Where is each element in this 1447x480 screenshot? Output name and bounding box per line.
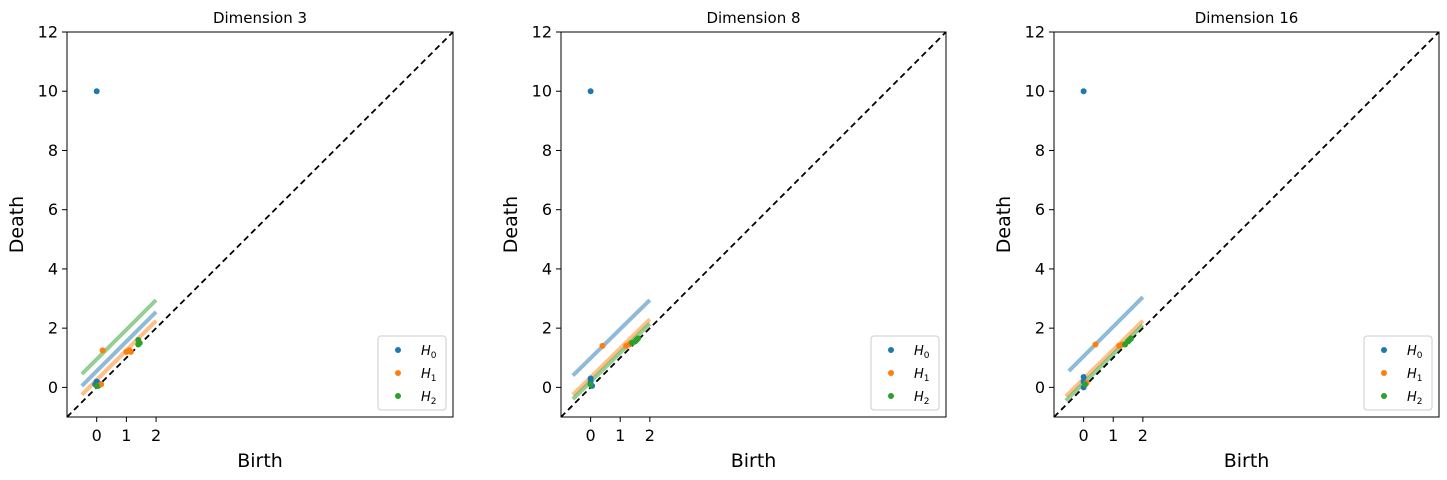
point-h2: [629, 339, 636, 346]
plot-area: [561, 32, 946, 417]
legend-marker-h1: [888, 370, 894, 376]
y-tick-label: 8: [48, 141, 58, 160]
plot-area: [1054, 32, 1439, 417]
x-tick-label: 1: [615, 426, 625, 445]
point-h2: [93, 382, 100, 389]
legend-label-h1: H1: [421, 367, 437, 384]
legend-label-h0: H0: [1407, 344, 1423, 361]
axes-frame: [66, 31, 454, 418]
confidence-band-h1: [1064, 319, 1145, 398]
legend-marker-h2: [395, 393, 401, 399]
point-h1: [1092, 341, 1099, 348]
legend-marker-h1: [395, 370, 401, 376]
y-tick-label: 8: [1035, 141, 1045, 160]
point-h2: [587, 381, 594, 388]
point-h1: [127, 348, 134, 355]
x-tick-label: 0: [586, 426, 596, 445]
y-tick-label: 10: [532, 82, 552, 101]
y-tick-label: 6: [1035, 200, 1045, 219]
legend-box: [1363, 335, 1433, 411]
point-h1: [599, 342, 606, 349]
point-h1: [99, 347, 106, 354]
legend: H0 H1 H2: [377, 335, 447, 411]
point-h2: [1082, 381, 1089, 388]
x-axis-label: Birth: [731, 450, 777, 472]
legend-label-h1: H1: [1407, 367, 1423, 384]
point-h0: [1080, 88, 1087, 95]
legend-label-h1: H1: [914, 367, 930, 384]
x-tick-label: 2: [151, 426, 161, 445]
y-tick-label: 0: [48, 378, 58, 397]
x-axis-label: Birth: [1224, 450, 1270, 472]
legend-marker-h2: [1381, 393, 1387, 399]
y-tick-label: 0: [1035, 378, 1045, 397]
x-tick-label: 1: [1108, 426, 1118, 445]
y-axis-label: Death: [993, 196, 1015, 253]
chart-title: Dimension 16: [1195, 9, 1299, 27]
y-tick-label: 6: [48, 200, 58, 219]
plot-area: [67, 32, 453, 417]
y-tick-label: 12: [1025, 23, 1045, 42]
chart-title: Dimension 3: [213, 9, 307, 27]
axes-frame: [1053, 31, 1440, 418]
legend-box: [377, 335, 447, 411]
legend-label-h0: H0: [914, 344, 930, 361]
x-tick-label: 2: [1138, 426, 1148, 445]
y-tick-label: 2: [48, 319, 58, 338]
confidence-band-h0: [80, 310, 158, 388]
point-h0: [93, 88, 100, 95]
point-h0: [587, 88, 594, 95]
y-tick-label: 4: [542, 259, 552, 278]
y-tick-label: 4: [1035, 259, 1045, 278]
y-axis-label: Death: [500, 196, 522, 253]
x-axis-label: Birth: [237, 450, 283, 472]
diagonal-line: [1054, 32, 1439, 417]
legend-label-h2: H2: [421, 390, 437, 407]
y-tick-label: 2: [1035, 319, 1045, 338]
legend: H0 H1 H2: [870, 335, 940, 411]
y-tick-label: 4: [48, 259, 58, 278]
y-tick-label: 2: [542, 319, 552, 338]
y-tick-label: 12: [38, 23, 58, 42]
legend-label-h0: H0: [421, 344, 437, 361]
x-tick-label: 0: [92, 426, 102, 445]
x-tick-label: 1: [121, 426, 131, 445]
legend-box: [870, 335, 940, 411]
point-h0: [1080, 374, 1087, 381]
axes-frame: [560, 31, 947, 418]
legend-marker-h0: [1381, 347, 1387, 353]
point-h2: [1122, 341, 1129, 348]
legend-marker-h0: [395, 347, 401, 353]
y-tick-label: 12: [532, 23, 552, 42]
diagonal-line: [561, 32, 946, 417]
x-tick-label: 2: [645, 426, 655, 445]
y-tick-label: 6: [542, 200, 552, 219]
legend-marker-h0: [888, 347, 894, 353]
point-h2: [633, 337, 640, 343]
confidence-band-h2: [80, 298, 158, 376]
confidence-band-h0: [1067, 295, 1145, 373]
legend-marker-h1: [1381, 370, 1387, 376]
legend: H0 H1 H2: [1363, 335, 1433, 411]
legend-marker-h2: [888, 393, 894, 399]
x-tick-label: 0: [1079, 426, 1089, 445]
point-h2: [135, 337, 142, 343]
confidence-band-h1: [571, 317, 652, 397]
point-h2: [1126, 337, 1133, 343]
y-tick-label: 10: [38, 82, 58, 101]
legend-label-h2: H2: [914, 390, 930, 407]
y-tick-label: 8: [542, 141, 552, 160]
y-tick-label: 0: [542, 378, 552, 397]
y-tick-label: 10: [1025, 82, 1045, 101]
y-axis-label: Death: [6, 196, 28, 253]
legend-label-h2: H2: [1407, 390, 1423, 407]
chart-title: Dimension 8: [706, 9, 800, 27]
confidence-band-h0: [571, 298, 652, 377]
